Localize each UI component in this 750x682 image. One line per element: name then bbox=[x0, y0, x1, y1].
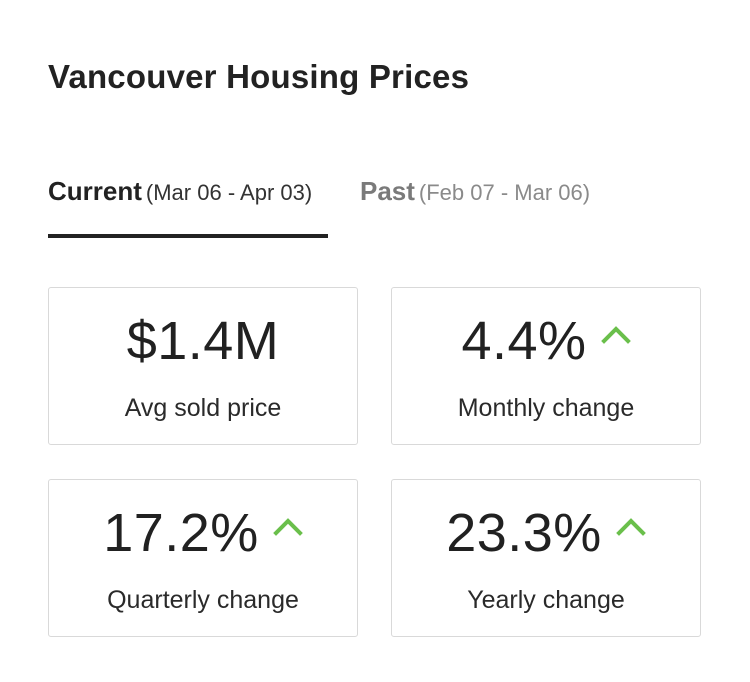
stat-label: Yearly change bbox=[467, 586, 625, 614]
stat-card-yearly-change: 23.3% Yearly change bbox=[391, 479, 701, 637]
stat-value-row: $1.4M bbox=[49, 310, 357, 372]
tab-current-range: (Mar 06 - Apr 03) bbox=[145, 180, 313, 205]
stat-value: $1.4M bbox=[126, 311, 280, 371]
period-tabs: Current (Mar 06 - Apr 03) Past (Feb 07 - M… bbox=[48, 176, 702, 240]
stat-value-row: 4.4% bbox=[392, 310, 700, 372]
tab-past[interactable]: Past (Feb 07 - Mar 06) bbox=[360, 176, 660, 240]
stat-value: 17.2% bbox=[103, 503, 259, 563]
stat-value: 4.4% bbox=[461, 311, 587, 371]
stat-card-monthly-change: 4.4% Monthly change bbox=[391, 287, 701, 445]
stat-label: Avg sold price bbox=[124, 394, 282, 422]
tab-past-label: Past bbox=[360, 176, 415, 206]
stat-label: Quarterly change bbox=[107, 586, 299, 614]
stat-value-row: 23.3% bbox=[392, 502, 700, 564]
stat-card-quarterly-change: 17.2% Quarterly change bbox=[48, 479, 358, 637]
tab-current[interactable]: Current (Mar 06 - Apr 03) bbox=[48, 176, 328, 240]
chevron-up-icon bbox=[272, 518, 303, 536]
tab-current-label: Current bbox=[48, 176, 142, 206]
active-tab-underline bbox=[48, 234, 328, 238]
page-title: Vancouver Housing Prices bbox=[48, 58, 470, 95]
stat-value: 23.3% bbox=[446, 503, 602, 563]
chevron-up-icon bbox=[600, 326, 631, 344]
stat-label: Monthly change bbox=[457, 394, 635, 422]
chevron-up-icon bbox=[615, 518, 646, 536]
stat-value-row: 17.2% bbox=[49, 502, 357, 564]
stat-card-avg-sold-price: $1.4M Avg sold price bbox=[48, 287, 358, 445]
tab-past-range: (Feb 07 - Mar 06) bbox=[418, 180, 591, 205]
